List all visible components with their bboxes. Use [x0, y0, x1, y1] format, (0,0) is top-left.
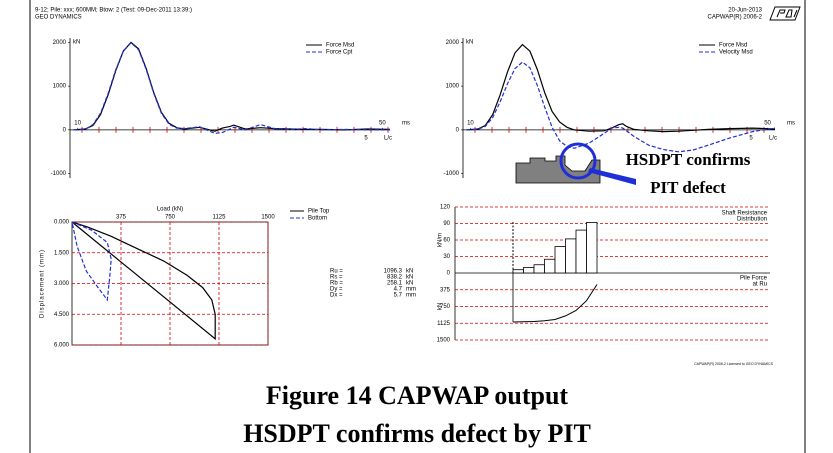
- y-tick-label: 375: [440, 287, 451, 293]
- result-value: 1096.3: [384, 269, 403, 275]
- result-unit: kN: [406, 275, 413, 281]
- y-axis-label: kN: [73, 40, 80, 46]
- secondary-axis-label: L/c: [384, 135, 392, 141]
- y-tick-label: 1125: [437, 321, 451, 327]
- x-tick-label: 1125: [213, 215, 227, 221]
- legend-label: Force Msd: [326, 43, 354, 49]
- y-tick-label: 1000: [446, 84, 460, 90]
- panel-label: Shaft Resistance: [722, 211, 768, 217]
- series-line: [71, 221, 112, 302]
- y-tick-label: 0: [447, 271, 451, 277]
- y-tick-label: 2000: [446, 40, 460, 46]
- shaft-bar: [533, 264, 545, 274]
- y-tick-label: 0: [63, 127, 67, 133]
- legend-label: Bottom: [308, 216, 327, 222]
- x-axis-label: ms: [787, 120, 795, 126]
- result-value: 838.2: [387, 275, 403, 281]
- secondary-tick-label: 5: [749, 135, 753, 141]
- y-tick-label: 1.500: [54, 250, 70, 256]
- y-axis-label: kN: [438, 303, 444, 310]
- y-tick-label: 30: [443, 254, 450, 260]
- y-tick-label: 750: [440, 304, 451, 310]
- y-tick-label: 3.000: [54, 281, 70, 287]
- result-value: 4.7: [394, 287, 403, 293]
- result-unit: mm: [406, 293, 416, 299]
- y-tick-label: 1000: [53, 84, 67, 90]
- series-line: [466, 43, 776, 133]
- x-tick-label: 10: [467, 120, 474, 126]
- y-tick-label: 120: [440, 205, 451, 211]
- panel-label: Pile Force: [740, 276, 768, 282]
- pit-icon: [515, 142, 636, 185]
- annotation: PIT defect: [650, 178, 726, 197]
- panel-label: Distribution: [737, 217, 767, 223]
- y-tick-label: 0.000: [54, 220, 70, 226]
- pile-force-line: [512, 284, 598, 323]
- result-unit: kN: [406, 269, 413, 275]
- shaft-bar: [586, 221, 598, 274]
- header-text: GEO DYNAMICS: [35, 15, 82, 21]
- result-label: Rs =: [330, 275, 343, 281]
- caption: HSDPT confirms defect by PIT: [243, 419, 591, 448]
- x-tick-label: 50: [764, 120, 771, 126]
- shaft-bar: [544, 258, 556, 274]
- shaft-bar: [554, 246, 566, 274]
- shaft-bar: [565, 238, 577, 274]
- x-tick-label: 750: [165, 215, 176, 221]
- result-label: Dx =: [330, 293, 343, 299]
- y-tick-label: 1500: [437, 338, 451, 344]
- legend-label: Velocity Msd: [719, 50, 753, 56]
- footer-note: CAPWAP(R) 2006-2 Licensed to GEO DYNAMIC…: [694, 362, 774, 366]
- header-text: 20-Jun-2013: [728, 8, 762, 14]
- legend-label: Force Cpt: [326, 50, 353, 56]
- result-label: Ru =: [330, 269, 343, 275]
- series-line: [73, 41, 390, 135]
- x-axis-label: ms: [402, 120, 410, 126]
- shaft-bar: [523, 267, 535, 274]
- result-unit: mm: [406, 287, 416, 293]
- result-label: Rb =: [330, 281, 343, 287]
- result-label: Dy =: [330, 287, 343, 293]
- y-tick-label: 2000: [53, 40, 67, 46]
- y-axis-label: Displacement (mm): [40, 249, 46, 318]
- y-tick-label: -1000: [444, 171, 460, 177]
- result-value: 258.1: [387, 281, 403, 287]
- legend-label: Pile Top: [308, 209, 330, 215]
- panel-label: at Ru: [753, 282, 767, 288]
- y-tick-label: 0: [456, 127, 460, 133]
- x-tick-label: 375: [116, 215, 127, 221]
- y-tick-label: 6.000: [54, 343, 70, 349]
- secondary-axis-label: L/c: [769, 135, 777, 141]
- series-line: [71, 221, 216, 341]
- header-text: 9-12; Pile: xxx; 600MM; Btow: 2 (Test: 0…: [35, 8, 192, 14]
- result-unit: kN: [406, 281, 413, 287]
- y-tick-label: -1000: [51, 171, 67, 177]
- y-tick-label: 90: [443, 221, 450, 227]
- y-tick-label: 4.500: [54, 312, 70, 318]
- logo: [769, 6, 801, 21]
- x-tick-label: 1500: [261, 215, 275, 221]
- legend-label: Force Msd: [719, 43, 747, 49]
- header-text: CAPWAP(R) 2006-2: [708, 15, 763, 21]
- annotation: HSDPT confirms: [626, 150, 751, 169]
- caption: Figure 14 CAPWAP output: [266, 381, 568, 410]
- shaft-bar: [512, 269, 524, 274]
- y-axis-label: kN: [466, 40, 473, 46]
- shaft-bar: [575, 229, 587, 274]
- result-value: 5.7: [394, 293, 403, 299]
- chart-title: Load (kN): [157, 207, 183, 213]
- secondary-tick-label: 5: [364, 135, 368, 141]
- y-axis-label: kN/m: [438, 233, 444, 247]
- x-tick-label: 10: [74, 120, 81, 126]
- y-tick-label: 60: [443, 238, 450, 244]
- series-line: [466, 61, 776, 153]
- x-tick-label: 50: [379, 120, 386, 126]
